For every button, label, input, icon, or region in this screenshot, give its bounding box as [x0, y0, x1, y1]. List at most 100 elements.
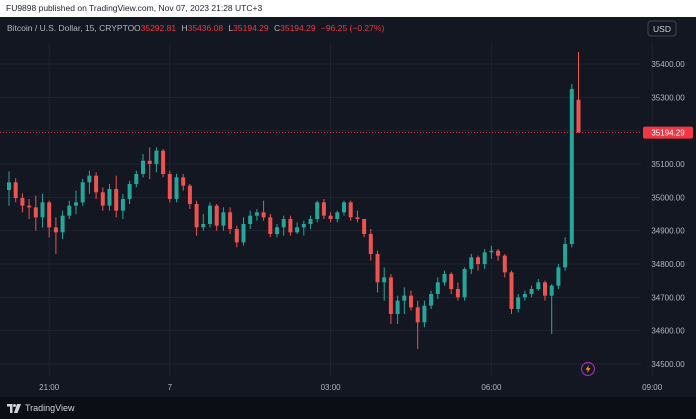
candle-body	[234, 229, 239, 243]
candle-body	[87, 175, 92, 183]
candle-body	[308, 219, 313, 224]
legend-h-value: 35436.08	[188, 23, 224, 33]
tradingview-brand[interactable]: TradingView	[7, 402, 75, 414]
candle-body	[120, 199, 125, 211]
candle-body	[496, 250, 501, 256]
candle-body	[154, 150, 159, 164]
candle-body	[241, 224, 246, 243]
candle-body	[127, 184, 132, 199]
candle-body	[7, 182, 11, 190]
candle-body	[295, 227, 300, 233]
candle-body	[33, 207, 38, 218]
candle-body	[469, 257, 474, 269]
candle-body	[13, 182, 18, 198]
candle-body	[94, 175, 99, 193]
candle-body	[462, 269, 467, 298]
lightning-icon[interactable]	[580, 361, 596, 377]
legend-o-value: 35292.81	[141, 23, 177, 33]
y-tick-label: 35400.00	[651, 60, 685, 69]
currency-button-label: USD	[653, 24, 671, 34]
candle-body	[187, 185, 192, 204]
candle-body	[281, 219, 286, 228]
candle-body	[100, 192, 105, 206]
candle-body	[395, 300, 400, 314]
time-axis[interactable]: 21:00703:0006:0009:0012:0015:0018:0021:0…	[39, 383, 696, 392]
candle-body	[181, 177, 186, 186]
candle-body	[288, 219, 293, 233]
candlestick-chart[interactable]: Bitcoin / U.S. Dollar, 15, CRYPTO O35292…	[0, 17, 696, 397]
candle-body	[476, 257, 480, 264]
candle-body	[576, 99, 581, 133]
candle-body	[415, 307, 420, 323]
candle-body	[208, 205, 212, 224]
candle-body	[214, 205, 219, 226]
candle-body	[134, 174, 139, 184]
candle-body	[27, 205, 32, 208]
candle-body	[141, 160, 145, 174]
x-tick-label: 06:00	[481, 383, 502, 392]
candle-body	[161, 150, 166, 174]
candle-body	[355, 217, 360, 219]
x-tick-label: 7	[168, 383, 173, 392]
candle-body	[194, 204, 199, 228]
candle-body	[536, 282, 541, 289]
candle-body	[442, 274, 447, 283]
candle-body	[529, 289, 534, 294]
legend-c-value: 35194.29	[280, 23, 316, 33]
candle-body	[342, 202, 346, 213]
candle-body	[74, 202, 78, 206]
legend-change: −96.25 (−0.27%)	[321, 23, 384, 33]
publisher-header: FU9898 published on TradingView.com, Nov…	[0, 0, 696, 17]
candle-body	[53, 227, 58, 233]
currency-button[interactable]: USD	[647, 20, 677, 37]
candle-body	[502, 255, 507, 273]
grid-lines	[0, 43, 653, 377]
candle-body	[556, 267, 561, 286]
candle-body	[569, 89, 574, 244]
candle-body	[60, 215, 65, 233]
legend-l-value: 35194.29	[233, 23, 269, 33]
candle-body	[368, 234, 373, 254]
legend-o-label: O	[134, 23, 141, 33]
chart-area[interactable]: Bitcoin / U.S. Dollar, 15, CRYPTO O35292…	[0, 17, 696, 397]
candle-body	[261, 212, 266, 218]
legend-h-label: H	[181, 23, 187, 33]
x-tick-label: 09:00	[642, 383, 663, 392]
last-price-tag-text: 35194.29	[651, 129, 685, 138]
candles-layer	[7, 51, 581, 349]
candle-body	[335, 212, 340, 219]
tradingview-logo-icon	[7, 403, 21, 413]
y-tick-label: 34500.00	[651, 360, 685, 369]
footer-bar: TradingView	[0, 397, 696, 419]
price-axis[interactable]: 34500.00 34600.00 34700.00 34800.00 34900.00…	[651, 60, 685, 369]
candle-body	[509, 272, 514, 309]
candle-body	[516, 297, 521, 309]
candle-body	[221, 212, 226, 226]
candle-body	[449, 274, 454, 289]
candle-body	[301, 224, 306, 228]
candle-body	[328, 215, 333, 219]
candle-body	[409, 295, 413, 308]
candle-body	[489, 250, 494, 253]
candle-body	[275, 227, 279, 234]
candle-body	[362, 219, 367, 234]
x-tick-label: 03:00	[321, 383, 342, 392]
candle-body	[522, 294, 527, 298]
y-tick-label: 34900.00	[651, 227, 685, 236]
y-tick-label: 34800.00	[651, 260, 685, 269]
legend-ohlc: O35292.81 H35436.08 L35194.29 C35194.29 …	[134, 23, 384, 33]
candle-body	[174, 177, 179, 199]
candle-body	[80, 182, 85, 203]
candle-body	[375, 254, 380, 283]
candle-body	[268, 217, 273, 234]
y-tick-label: 35100.00	[651, 160, 685, 169]
legend-symbol[interactable]: Bitcoin / U.S. Dollar, 15, CRYPTO	[7, 23, 135, 33]
candle-body	[107, 189, 112, 206]
candle-body	[228, 212, 233, 229]
candle-body	[563, 244, 568, 268]
last-price-tag-bg	[643, 126, 693, 139]
candle-body	[348, 202, 353, 218]
candle-body	[201, 224, 206, 228]
x-tick-label: 21:00	[39, 383, 60, 392]
candle-body	[114, 189, 119, 211]
